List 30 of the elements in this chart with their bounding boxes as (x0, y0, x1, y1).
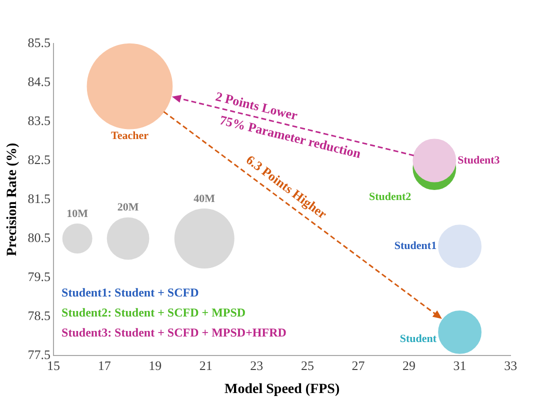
x-tick-label: 23 (250, 358, 264, 373)
legend-label: 20M (117, 202, 140, 214)
x-tick-label: 21 (199, 358, 212, 373)
legend-label: 10M (66, 208, 89, 220)
series-label: Student1 (394, 240, 437, 252)
x-axis-title: Model Speed (FPS) (224, 382, 340, 398)
series-label: Student3 (458, 154, 500, 166)
x-tick-label: 31 (453, 358, 466, 373)
annotation: Student2: Student + SCFD + MPSD (62, 306, 246, 320)
y-tick-label: 79.5 (28, 268, 51, 284)
series-label: Student (400, 332, 437, 345)
annotation: Student3: Student + SCFD + MPSD+HFRD (62, 326, 287, 340)
legend-label: 40M (194, 192, 216, 205)
x-tick-label: 29 (402, 358, 416, 373)
y-tick-label: 78.5 (28, 308, 51, 323)
annotation: Student1: Student + SCFD (62, 286, 200, 300)
series-label: Student2 (369, 190, 412, 203)
series-label: Teacher (110, 130, 149, 142)
x-tick-label: 19 (148, 358, 162, 373)
x-tick-label: 17 (98, 358, 112, 373)
x-tick-label: 25 (300, 358, 314, 373)
y-tick-label: 80.5 (28, 230, 51, 245)
y-tick-label: 82.5 (28, 152, 51, 167)
y-axis-title: Precision Rate (%) (5, 142, 20, 256)
y-tick-label: 81.5 (28, 190, 51, 206)
x-tick-label: 27 (352, 358, 366, 373)
y-tick-label: 84.5 (28, 74, 51, 89)
y-tick-label: 85.5 (28, 34, 51, 50)
x-tick-label: 33 (504, 358, 518, 373)
y-tick-label: 83.5 (28, 112, 51, 128)
